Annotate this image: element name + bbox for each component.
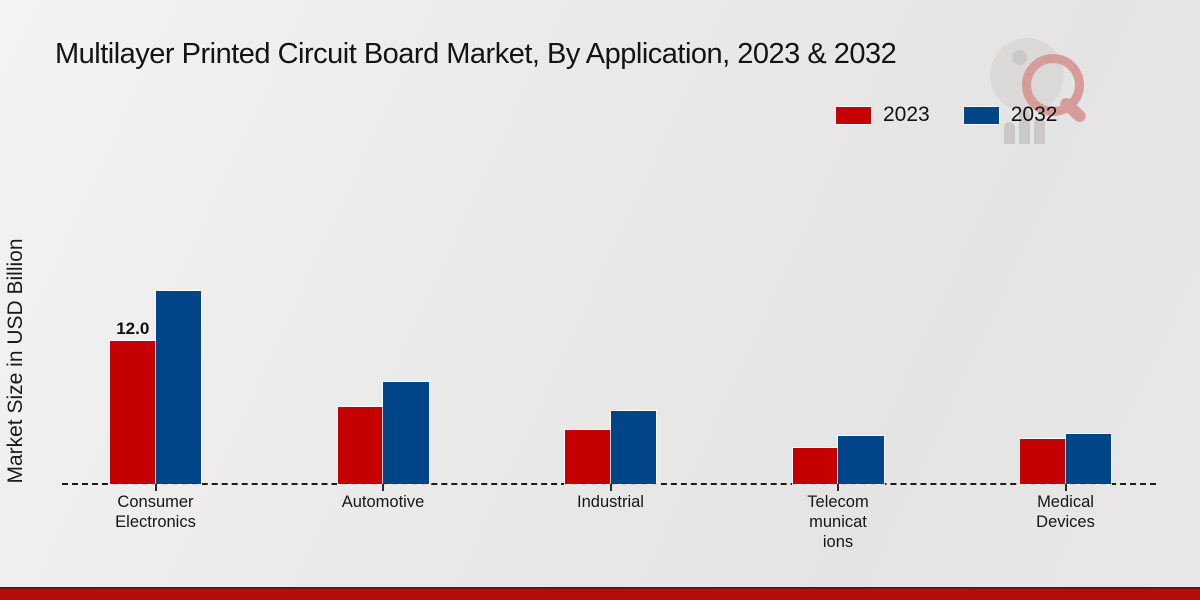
logo-magnifier-ring [1022, 54, 1084, 116]
bar-2023-medical-devices [1020, 439, 1066, 484]
logo-bar [1019, 110, 1030, 144]
x-axis-tick [382, 484, 384, 491]
legend-label-2032: 2032 [1010, 103, 1058, 126]
market-research-magnifier-logo-icon [990, 38, 1110, 158]
bar-2032-medical-devices [1065, 434, 1111, 484]
bar-2023-telecommunications [792, 448, 838, 484]
x-axis-baseline [62, 483, 1156, 485]
bar-2023-consumer-electronics [110, 341, 156, 484]
legend-label-2023: 2023 [883, 103, 930, 126]
x-axis-tick [1064, 484, 1067, 491]
legend-swatch-2032 [963, 106, 999, 124]
logo-bar [1004, 122, 1015, 144]
category-label-consumer-electronics: Consumer Electronics [115, 493, 196, 531]
bar-2032-consumer-electronics [155, 291, 201, 484]
category-label-telecommunications: Telecom municat ions [807, 493, 869, 551]
y-axis-label: Market Size in USD Billion [4, 238, 27, 484]
footer-accent-bar [0, 587, 1200, 600]
category-label-medical-devices: Medical Devices [1036, 493, 1095, 531]
legend: 2023 2032 [836, 103, 1057, 127]
legend-item-2032: 2032 [963, 103, 1058, 127]
logo-person-head [1012, 50, 1027, 65]
x-axis-tick [609, 484, 612, 491]
bar-2023-automotive [337, 407, 383, 484]
x-axis-tick [154, 484, 157, 491]
bar-2032-telecommunications [838, 436, 884, 484]
bar-2023-industrial [565, 430, 611, 484]
bar-2032-industrial [610, 411, 656, 484]
category-label-industrial: Industrial [577, 493, 644, 511]
legend-swatch-2023 [836, 106, 871, 124]
x-axis-tick [837, 484, 839, 491]
bar-2032-automotive [383, 382, 429, 484]
chart-title: Multilayer Printed Circuit Board Market,… [55, 38, 897, 70]
legend-item-2023: 2023 [836, 103, 930, 127]
bar-value-label: 12.0 [116, 319, 150, 338]
category-label-automotive: Automotive [341, 493, 425, 511]
logo-bar [1034, 118, 1045, 144]
